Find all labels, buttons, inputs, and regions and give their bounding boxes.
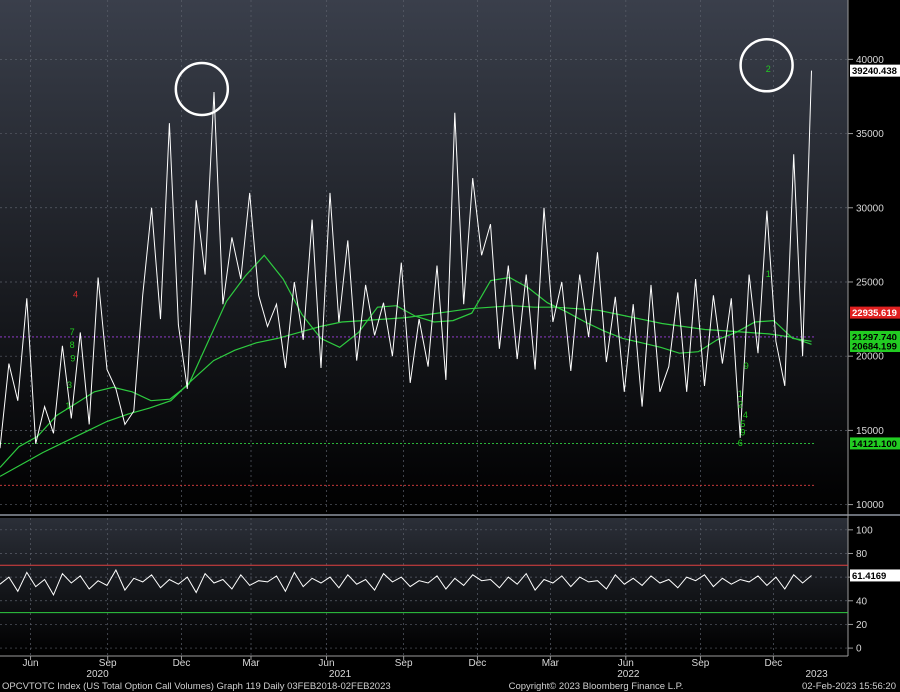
- main-series-group: [0, 70, 812, 477]
- footer-bar: [0, 678, 900, 692]
- td-marker-6: 2: [766, 64, 771, 74]
- ytick-label-main-5: 35000: [856, 129, 884, 140]
- main-tag-bg-0: [850, 64, 900, 77]
- td-marker-7: 1: [766, 269, 771, 279]
- ytick-label-main-0: 10000: [856, 500, 884, 511]
- horizontal-levels: [0, 336, 848, 614]
- year-label-2: 2022: [617, 669, 640, 680]
- highlight-circles: [174, 38, 794, 117]
- td-marker-1: 7: [70, 327, 75, 337]
- td-marker-11: 4: [743, 410, 748, 420]
- ytick-label-low-5: 100: [856, 525, 873, 536]
- xtick-label-9: Sep: [692, 658, 710, 669]
- x-axis-labels: Jun Sep Dec Mar Jun Sep Dec Mar Jun Sep Dec 2020 202…: [22, 656, 828, 680]
- td-marker-12: 5: [740, 419, 745, 429]
- y-axis-labels: 10000 15000 20000 25000 30000 35000 40000 0 20 40…: [848, 55, 884, 655]
- xtick-label-8: Jun: [618, 658, 634, 669]
- ytick-label-low-1: 20: [856, 620, 868, 631]
- main-tag-1: 22935.619: [852, 308, 897, 319]
- main-tag-bg-2: [850, 330, 900, 343]
- td-marker-14: 6: [738, 438, 743, 448]
- td-marker-4: 3: [67, 380, 72, 390]
- xtick-label-3: Mar: [242, 658, 260, 669]
- main-tag-bg-3: [850, 340, 900, 353]
- main-tag-2: 21297.740: [852, 332, 897, 343]
- ytick-label-main-2: 20000: [856, 352, 884, 363]
- xtick-label-4: Jun: [318, 658, 334, 669]
- main-tag-3: 20684.199: [852, 342, 897, 353]
- main-tag-0: 39240.438: [852, 66, 897, 77]
- footer-copyright: Copyright© 2023 Bloomberg Finance L.P.: [509, 681, 684, 692]
- td-marker-13: 9: [740, 428, 745, 438]
- td-marker-5: 1: [65, 401, 70, 411]
- xtick-label-6: Dec: [469, 658, 487, 669]
- ytick-label-main-6: 40000: [856, 55, 884, 66]
- main-tag-bg-1: [850, 306, 900, 319]
- xtick-label-1: Sep: [99, 658, 117, 669]
- td-marker-10: 2: [738, 400, 743, 410]
- xtick-label-10: Dec: [764, 658, 782, 669]
- year-label-3: 2023: [805, 669, 828, 680]
- lower-series-group: [0, 568, 812, 597]
- main-panel-background: [0, 0, 848, 512]
- price-line: [0, 70, 812, 449]
- highlight-circle-0: [174, 61, 230, 117]
- low-tag-0: 61.4169: [852, 571, 886, 582]
- td-marker-0: 4: [73, 290, 78, 300]
- main-tag-bg-4: [850, 437, 900, 450]
- lower-panel-background: [0, 518, 848, 654]
- ytick-label-main-3: 25000: [856, 277, 884, 288]
- xtick-label-7: Mar: [542, 658, 560, 669]
- footer-timestamp: 02-Feb-2023 15:56:20: [802, 681, 896, 692]
- rsi-line: [0, 568, 812, 597]
- ytick-label-low-4: 80: [856, 549, 868, 560]
- ytick-label-low-2: 40: [856, 596, 868, 607]
- xtick-label-2: Dec: [173, 658, 191, 669]
- main-grid: [0, 0, 848, 512]
- td-marker-9: 1: [738, 389, 743, 399]
- main-tag-4: 14121.100: [852, 439, 897, 450]
- ytick-label-main-1: 15000: [856, 426, 884, 437]
- low-tag-bg-0: [850, 569, 900, 582]
- footer-title: OPCVTOTC Index (US Total Option Call Vol…: [2, 681, 391, 692]
- xtick-label-0: Jun: [22, 658, 38, 669]
- ytick-label-main-4: 30000: [856, 203, 884, 214]
- td-marker-3: 9: [70, 354, 75, 364]
- year-label-0: 2020: [86, 669, 109, 680]
- td-marker-2: 8: [70, 340, 75, 350]
- year-label-1: 2021: [329, 669, 352, 680]
- highlight-circle-1: [739, 38, 794, 93]
- ytick-label-low-0: 0: [856, 644, 862, 655]
- td-marker-8: 9: [744, 361, 749, 371]
- xtick-label-5: Sep: [395, 658, 413, 669]
